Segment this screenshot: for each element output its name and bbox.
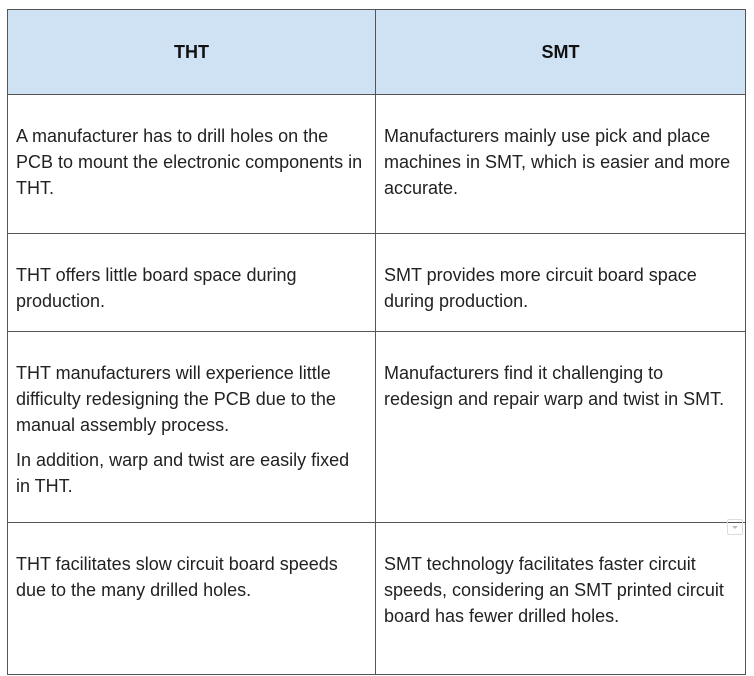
header-cell: THT [7,9,376,95]
table-cell: THT offers little board space during pro… [7,233,376,332]
table-cell: SMT provides more circuit board space du… [375,233,746,332]
cell-text: THT facilitates slow circuit board speed… [16,554,338,600]
table-row: THT facilitates slow circuit board speed… [7,522,746,675]
table-cell: SMT technology facilitates faster circui… [375,522,746,675]
dropdown-icon[interactable] [727,519,743,535]
table-body: A manufacturer has to drill holes on the… [7,94,746,675]
table-cell: THT manufacturers will experience little… [7,331,376,523]
table-cell: Manufacturers mainly use pick and place … [375,94,746,234]
cell-text: SMT provides more circuit board space du… [384,265,697,311]
header-cell: SMT [375,9,746,95]
table-row: THT offers little board space during pro… [7,233,746,332]
cell-text: THT manufacturers will experience little… [16,363,336,435]
table-cell: A manufacturer has to drill holes on the… [7,94,376,234]
table-row: THT manufacturers will experience little… [7,331,746,523]
cell-text: A manufacturer has to drill holes on the… [16,126,363,198]
table-row: A manufacturer has to drill holes on the… [7,94,746,234]
table-cell: THT facilitates slow circuit board speed… [7,522,376,675]
comparison-table: THT SMT A manufacturer has to drill holes… [7,9,746,675]
cell-text: THT offers little board space during pro… [16,265,297,311]
cell-text: Manufacturers find it challenging to red… [384,363,725,409]
header-row: THT SMT [7,9,746,95]
cell-text: SMT technology facilitates faster circui… [384,554,724,626]
cell-text: In addition, warp and twist are easily f… [16,450,350,496]
table-cell: Manufacturers find it challenging to red… [375,331,746,523]
cell-text: Manufacturers mainly use pick and place … [384,126,731,198]
